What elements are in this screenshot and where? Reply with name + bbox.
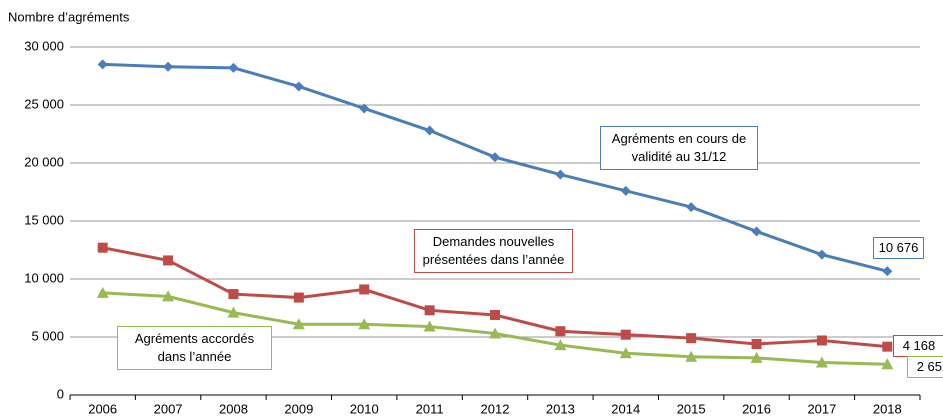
y-axis-title: Nombre d’agréments bbox=[8, 9, 130, 24]
x-tick-label: 2018 bbox=[873, 401, 902, 416]
y-tick-label: 30 000 bbox=[24, 38, 64, 53]
point bbox=[685, 350, 698, 362]
series-label: Agréments accordés dans l’année bbox=[117, 326, 272, 370]
point bbox=[816, 335, 827, 346]
point bbox=[620, 329, 631, 340]
point bbox=[490, 309, 500, 320]
point bbox=[686, 333, 697, 344]
x-tick-label: 2013 bbox=[546, 401, 575, 416]
point bbox=[490, 152, 500, 163]
y-tick-label: 25 000 bbox=[24, 96, 64, 111]
point bbox=[358, 318, 371, 330]
point bbox=[882, 266, 893, 277]
y-tick-label: 10 000 bbox=[24, 270, 64, 285]
y-tick-label: 0 bbox=[57, 386, 64, 401]
point bbox=[555, 169, 566, 180]
point bbox=[292, 318, 305, 330]
point bbox=[293, 292, 304, 303]
point bbox=[97, 59, 108, 70]
point bbox=[489, 327, 501, 339]
point bbox=[423, 320, 436, 332]
point bbox=[163, 61, 174, 72]
point bbox=[750, 351, 763, 363]
x-tick-label: 2015 bbox=[677, 401, 706, 416]
point bbox=[881, 358, 894, 370]
point bbox=[751, 338, 762, 349]
point bbox=[555, 326, 566, 337]
data-label: 4 168 bbox=[893, 335, 943, 357]
y-tick-label: 20 000 bbox=[24, 154, 64, 169]
point bbox=[97, 242, 108, 253]
x-tick-label: 2010 bbox=[350, 401, 379, 416]
point bbox=[620, 185, 631, 196]
point bbox=[816, 249, 827, 260]
point bbox=[293, 81, 304, 92]
data-label: 10 676 bbox=[873, 237, 924, 259]
point bbox=[162, 290, 175, 302]
x-tick-label: 2014 bbox=[611, 401, 640, 416]
x-tick-label: 2007 bbox=[154, 401, 183, 416]
data-label: 2 652 bbox=[907, 356, 943, 378]
point bbox=[359, 284, 370, 295]
point bbox=[227, 306, 240, 318]
point bbox=[686, 202, 697, 213]
x-tick-label: 2009 bbox=[284, 401, 313, 416]
point bbox=[424, 125, 435, 136]
point bbox=[554, 339, 567, 351]
y-tick-label: 5 000 bbox=[31, 328, 64, 343]
point bbox=[359, 103, 370, 114]
series-label: Demandes nouvelles présentées dans l’ann… bbox=[414, 229, 573, 273]
x-tick-label: 2008 bbox=[219, 401, 248, 416]
x-tick-label: 2011 bbox=[416, 401, 444, 416]
point bbox=[228, 62, 239, 73]
series-label: Agréments en cours de validité au 31/12 bbox=[600, 126, 758, 170]
point bbox=[751, 226, 762, 237]
x-tick-label: 2006 bbox=[88, 401, 117, 416]
point bbox=[882, 341, 893, 352]
point bbox=[96, 286, 109, 298]
y-tick-label: 15 000 bbox=[24, 212, 64, 227]
x-tick-label: 2016 bbox=[742, 401, 771, 416]
point bbox=[424, 305, 435, 316]
point bbox=[619, 347, 632, 359]
x-tick-label: 2012 bbox=[481, 401, 510, 416]
point bbox=[163, 255, 174, 266]
x-tick-label: 2017 bbox=[807, 401, 836, 416]
point bbox=[815, 356, 828, 368]
point bbox=[228, 289, 239, 300]
